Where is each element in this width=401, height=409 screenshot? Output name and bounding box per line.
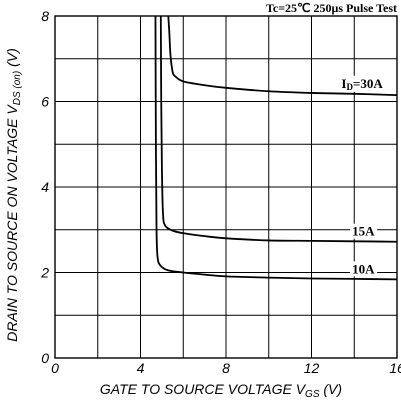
series-label: 10A: [352, 261, 375, 276]
x-tick-label: 4: [137, 360, 145, 376]
y-axis-label: DRAIN TO SOURCE ON VOLTAGE VDS (on) (V): [4, 48, 23, 342]
series-line-2: [159, 15, 398, 243]
y-tick-label: 0: [41, 350, 49, 366]
x-tick-label: 0: [51, 360, 59, 376]
series-label-group: 15A: [350, 223, 378, 239]
x-tick-label: 8: [222, 360, 230, 376]
series-label-group: ID=30A: [339, 75, 386, 92]
axis-layer: 0 4 8 12 16 0 2 4 6 8: [40, 8, 401, 376]
series-label: 15A: [352, 224, 375, 239]
curve-layer: [154, 15, 398, 281]
series-line-3: [154, 15, 398, 281]
y-tick-label: 6: [41, 94, 49, 110]
chart-header: Tc=25℃ 250μs Pulse Test: [266, 1, 397, 15]
y-tick-label: 2: [40, 265, 49, 281]
series-line-1: [167, 15, 398, 96]
series-label-background: [350, 261, 378, 277]
plot-frame: [54, 15, 398, 359]
label-layer: ID=30A 15A 10A Tc=25℃ 250μs Pulse Test GATE …: [4, 1, 397, 400]
series-label-background: [350, 223, 378, 239]
x-tick-label: 12: [304, 360, 320, 376]
y-tick-label: 8: [41, 8, 49, 24]
grid-layer: [54, 15, 398, 359]
x-axis-label: GATE TO SOURCE VOLTAGE VGS (V): [100, 381, 342, 400]
y-tick-label: 4: [41, 179, 49, 195]
series-label-background: [339, 75, 386, 92]
series-label: ID=30A: [341, 76, 383, 92]
series-label-group: 10A: [350, 261, 378, 277]
x-tick-label: 16: [389, 360, 401, 376]
